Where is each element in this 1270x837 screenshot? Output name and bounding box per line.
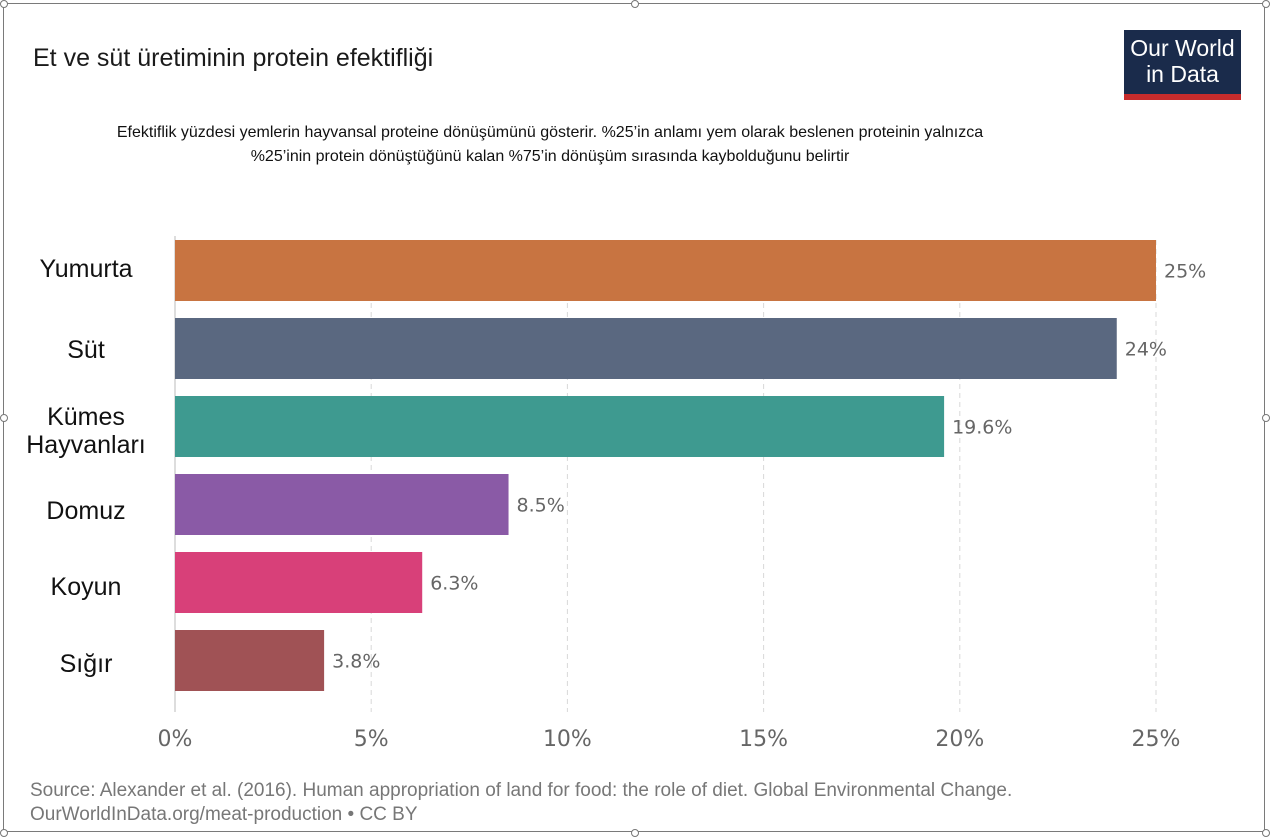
source-note: Source: Alexander et al. (2016). Human a… [30,779,1012,827]
value-label: 6.3% [430,573,478,595]
bar-2 [175,396,945,457]
source-line1: Source: Alexander et al. (2016). Human a… [30,780,1013,801]
category-label-kumes-hayvanlari: Kümes Hayvanları [26,403,146,459]
category-label-yumurta: Yumurta [39,255,133,283]
category-label-koyun: Koyun [50,573,122,601]
value-label: 8.5% [517,495,565,517]
bar-1 [175,318,1117,379]
subtitle-line2: %25’inin protein dönüştüğünü kalan %75’i… [250,148,850,165]
logo-line1: Our World [1130,35,1235,61]
value-label: 3.8% [332,651,380,673]
bar-3 [175,474,509,535]
category-label-sut: Süt [67,336,105,364]
logo-line2: in Data [1146,61,1219,87]
category-label-domuz: Domuz [46,497,126,525]
x-tick-label: 10% [543,727,592,752]
value-label: 24% [1125,339,1167,361]
source-line2: OurWorldInData.org/meat-production • CC … [30,804,418,825]
subtitle-line1: Efektiflik yüzdesi yemlerin hayvansal pr… [116,124,984,141]
chart-title: Et ve süt üretiminin protein efektifliği [33,44,434,72]
category-label-sigir: Sığır [59,650,113,678]
bar-5 [175,630,325,691]
bar-4 [175,552,423,613]
x-tick-label: 25% [1132,727,1181,752]
resize-handle-top-left[interactable] [0,0,8,8]
bar-0 [175,240,1156,301]
value-label: 19.6% [952,417,1012,439]
resize-handle-middle-left[interactable] [0,414,8,422]
resize-handle-top-center[interactable] [631,0,639,8]
x-tick-label: 20% [935,727,984,752]
value-label: 25% [1164,261,1206,283]
x-tick-label: 0% [158,727,193,752]
x-tick-label: 5% [354,727,389,752]
x-tick-label: 15% [739,727,788,752]
owid-logo: Our World in Data [1124,30,1241,100]
